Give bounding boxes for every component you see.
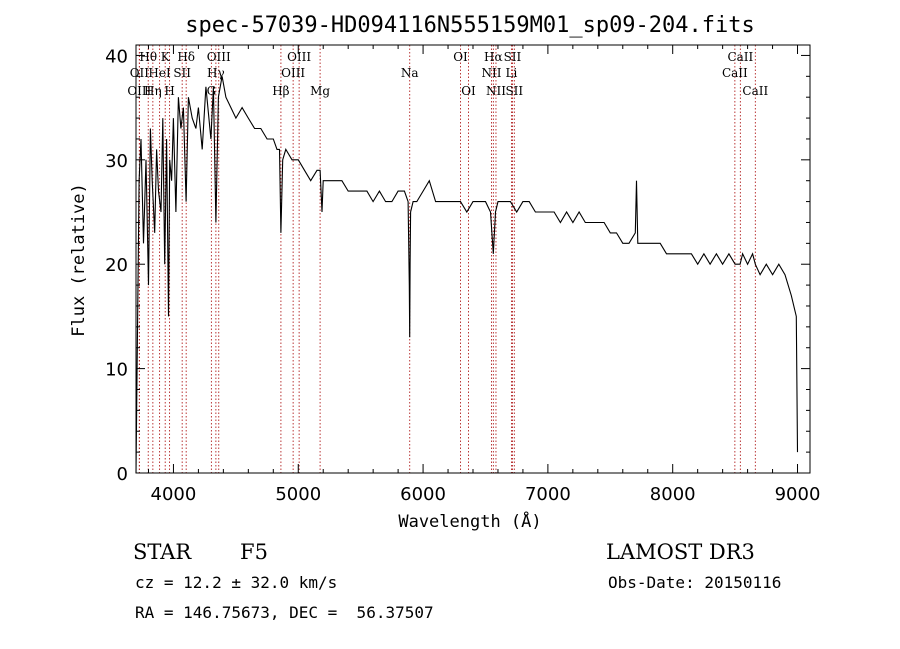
- spectral-line-label: OII: [130, 66, 150, 80]
- x-tick-label: 8000: [650, 484, 696, 505]
- x-tick-label: 4000: [151, 484, 197, 505]
- y-tick-label: 0: [117, 464, 128, 485]
- flux-series-line: [135, 76, 799, 474]
- plot-frame: [135, 44, 811, 474]
- spectral-line-label: Hγ: [207, 66, 225, 80]
- spectral-line-label: CaII: [742, 84, 768, 98]
- spectral-line-label: Hβ: [272, 84, 289, 98]
- object-subclass: F5: [240, 540, 268, 564]
- spectral-line-label: SII: [173, 66, 191, 80]
- spectral-line-label: Hη: [144, 84, 162, 98]
- spectral-line-label: OIII: [281, 66, 305, 80]
- x-tick-label: 7000: [525, 484, 571, 505]
- spectral-line-label: CaII: [727, 50, 753, 64]
- x-axis-label: Wavelength (Å): [398, 510, 541, 532]
- spectral-line-label: K: [161, 50, 171, 64]
- spectral-line-label: Hθ: [139, 50, 157, 64]
- spectral-line-label: SII: [504, 50, 522, 64]
- coordinates-info: RA = 146.75673, DEC = 56.37507: [135, 603, 434, 622]
- chart-title: spec-57039-HD094116N555159M01_sp09-204.f…: [185, 13, 755, 38]
- y-axis-label: Flux (relative): [69, 183, 89, 337]
- spectral-line-label: HeI: [148, 66, 171, 80]
- x-axis-ticks: 4000 5000 6000 7000 8000 9000: [147, 45, 821, 505]
- survey-name: LAMOST DR3: [606, 540, 755, 564]
- observation-date: Obs-Date: 20150116: [608, 573, 782, 592]
- spectral-line-label: H: [164, 84, 174, 98]
- spectral-line-label: OI: [453, 50, 468, 64]
- x-tick-label: 9000: [775, 484, 821, 505]
- spectral-line-label: SII: [505, 84, 523, 98]
- spectral-line-label: Hα: [484, 50, 503, 64]
- spectral-line-label: OIII: [207, 50, 231, 64]
- spectral-line-label: OIII: [287, 50, 311, 64]
- y-tick-label: 20: [105, 255, 128, 276]
- spectral-marker-lines: [138, 45, 756, 473]
- y-tick-label: 40: [105, 46, 128, 67]
- object-class: STAR: [133, 540, 192, 564]
- redshift-info: cz = 12.2 ± 32.0 km/s: [135, 573, 338, 592]
- spectral-line-label: Mg: [310, 84, 330, 98]
- spectral-line-label: NII: [481, 66, 501, 80]
- spectral-line-label: Hδ: [177, 50, 195, 64]
- y-tick-label: 30: [105, 151, 128, 172]
- spectral-line-label: Li: [506, 66, 518, 80]
- spectral-line-label: NII: [486, 84, 506, 98]
- spectral-line-label: G: [207, 84, 217, 98]
- spectral-line-label: Na: [401, 66, 419, 80]
- y-tick-label: 10: [105, 360, 128, 381]
- x-tick-label: 6000: [400, 484, 446, 505]
- spectral-line-label: OI: [461, 84, 476, 98]
- spectral-line-label: OIII: [127, 84, 151, 98]
- y-axis-ticks: 0 10 20 30 40: [105, 46, 810, 485]
- x-tick-label: 5000: [275, 484, 321, 505]
- spectral-line-label: CaII: [722, 66, 748, 80]
